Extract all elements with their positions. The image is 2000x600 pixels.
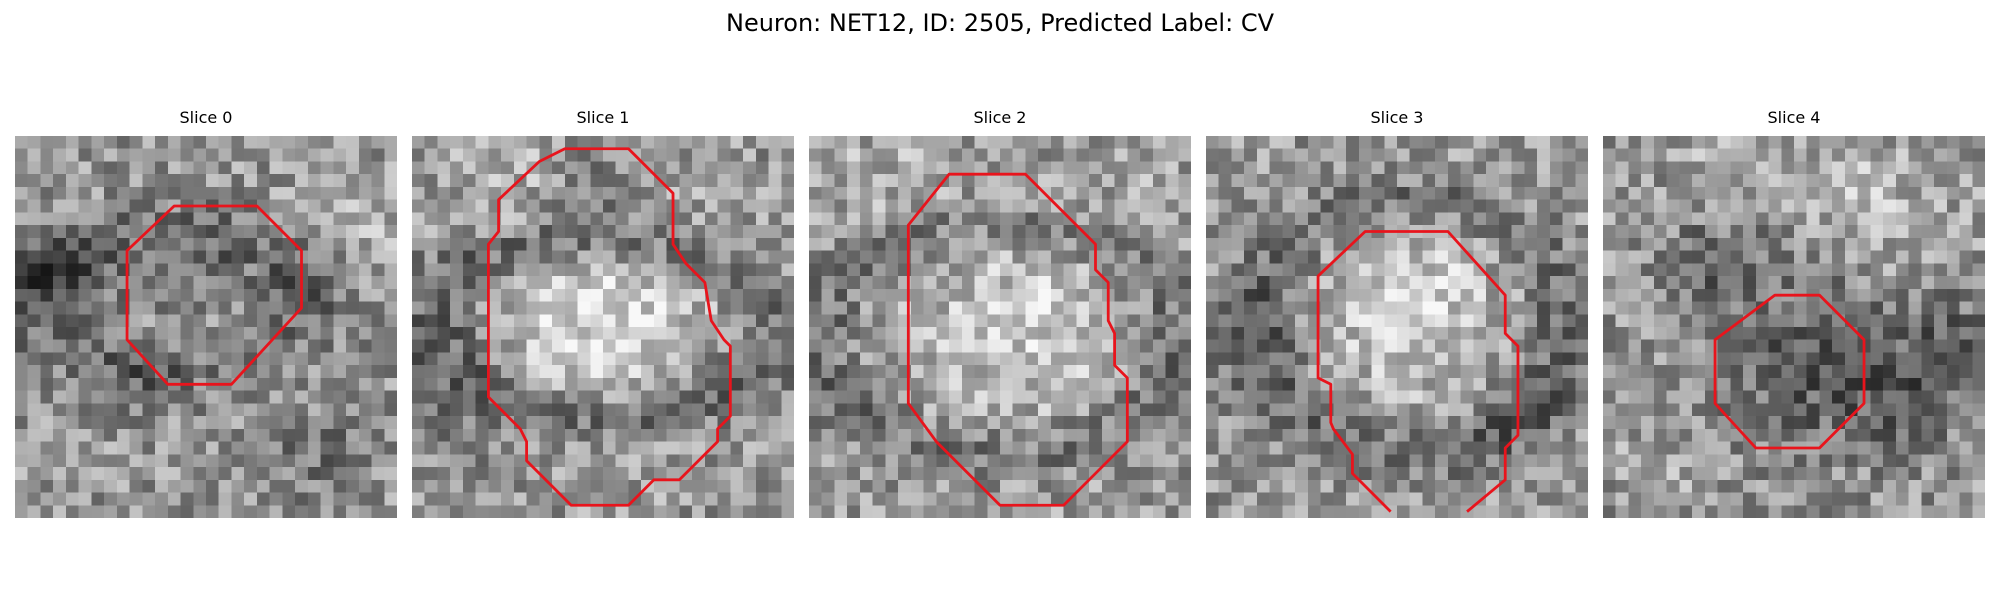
slice-panel-1: Slice 1 [412,108,794,518]
slice-image-4 [1603,136,1985,518]
slice-panel-0: Slice 0 [15,108,397,518]
segmentation-contour-0 [125,204,303,386]
slice-image-3 [1206,136,1588,518]
figure-title: Neuron: NET12, ID: 2505, Predicted Label… [726,9,1274,37]
segmentation-contour-4 [1713,293,1866,450]
slice-image-2 [809,136,1191,518]
slice-title-1: Slice 1 [576,108,630,127]
slice-panel-3: Slice 3 [1206,108,1588,518]
segmentation-contour-3 [1316,230,1520,513]
slice-image-1 [412,136,794,518]
slice-title-0: Slice 0 [179,108,233,127]
slice-panel-4: Slice 4 [1603,108,1985,518]
slice-title-2: Slice 2 [973,108,1027,127]
slice-image-0 [15,136,397,518]
segmentation-contour-2 [906,172,1129,507]
slice-panel-2: Slice 2 [809,108,1191,518]
segmentation-contour-1 [486,147,732,507]
slice-title-3: Slice 3 [1370,108,1424,127]
slice-title-4: Slice 4 [1767,108,1821,127]
